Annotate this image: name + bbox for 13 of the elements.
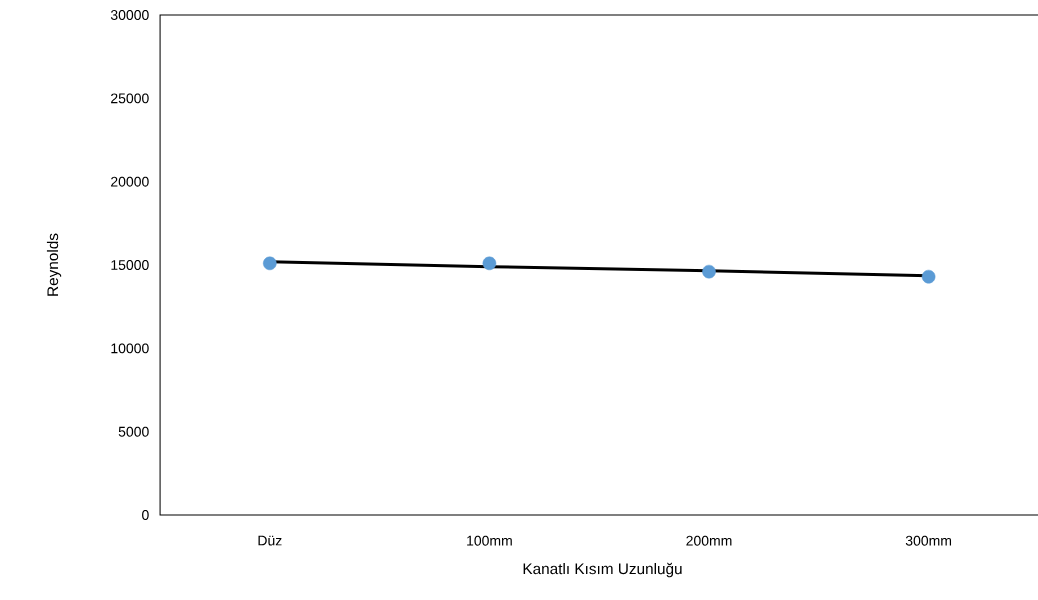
x-axis-title: Kanatlı Kısım Uzunluğu	[523, 562, 682, 578]
y-tick-label: 20000	[111, 176, 149, 187]
x-tick-label: 300mm	[905, 535, 952, 546]
x-tick-label: 100mm	[467, 535, 512, 546]
y-tick-label: 25000	[111, 93, 149, 104]
y-tick-label: 0	[142, 510, 149, 520]
x-tick-label: Düz	[258, 535, 282, 546]
y-tick-label: 5000	[118, 426, 149, 437]
x-tick-label: 200mm	[686, 535, 732, 546]
y-tick-label: 10000	[111, 343, 149, 354]
y-tick-label: 15000	[111, 260, 149, 270]
y-axis-title: Reynolds	[46, 233, 62, 296]
y-tick-label: 30000	[110, 10, 149, 20]
